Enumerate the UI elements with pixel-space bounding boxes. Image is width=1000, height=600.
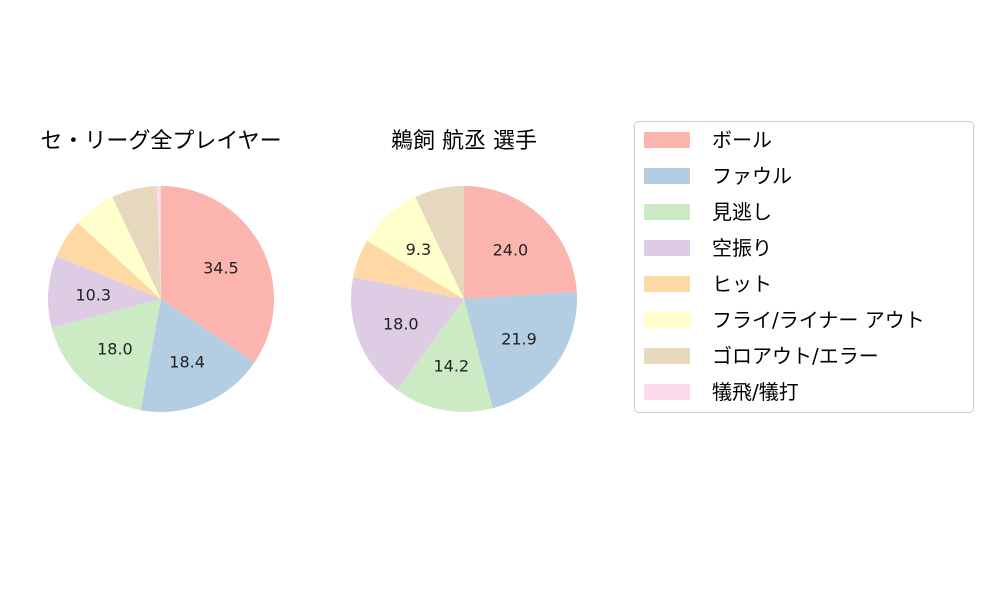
pie-label-league-2: 18.0 <box>97 340 133 359</box>
pie-slice-league-5 <box>77 197 161 299</box>
pie-label-player-3: 18.0 <box>383 315 419 334</box>
pie-slice-league-6 <box>112 186 161 299</box>
legend-swatch-7 <box>644 384 690 400</box>
pie-slice-league-4 <box>56 222 161 299</box>
chart-title-league: セ・リーグ全プレイヤー <box>40 129 281 154</box>
pie-label-league-1: 18.4 <box>169 353 205 372</box>
legend-swatch-0 <box>644 132 690 148</box>
pie-slice-league-3 <box>48 256 161 328</box>
legend-swatch-3 <box>644 240 690 256</box>
legend-label-3: 空振り <box>712 236 772 260</box>
chart-title-player: 鵜飼 航丞 選手 <box>391 129 537 154</box>
pie-label-league-3: 10.3 <box>75 286 111 305</box>
pie-label-player-0: 24.0 <box>493 241 529 260</box>
legend-label-0: ボール <box>712 128 772 152</box>
legend-frame <box>634 121 974 413</box>
pie-player: 24.0 21.9 14.2 18.0 9.3 <box>351 186 578 412</box>
legend-swatch-1 <box>644 168 690 184</box>
legend-swatch-5 <box>644 312 690 328</box>
pie-slice-player-0 <box>464 186 577 299</box>
pie-slice-league-7 <box>156 186 161 299</box>
pie-slice-player-6 <box>415 186 464 299</box>
legend-label-6: ゴロアウト/エラー <box>712 344 879 368</box>
pie-label-player-5: 9.3 <box>406 240 431 259</box>
pie-slice-player-1 <box>464 291 578 409</box>
pie-slice-player-2 <box>397 299 493 412</box>
pie-slice-player-3 <box>351 277 464 390</box>
legend-label-5: フライ/ライナー アウト <box>712 308 925 332</box>
pie-slice-league-1 <box>140 299 255 413</box>
legend-swatch-6 <box>644 348 690 364</box>
pie-slice-league-2 <box>51 299 162 411</box>
legend-swatch-2 <box>644 204 690 220</box>
pie-label-player-1: 21.9 <box>501 330 537 349</box>
legend-label-1: ファウル <box>712 164 792 188</box>
legend-label-7: 犠飛/犠打 <box>712 380 799 404</box>
legend-swatch-4 <box>644 276 690 292</box>
pie-slice-player-5 <box>367 197 464 299</box>
legend-label-2: 見逃し <box>712 200 772 224</box>
pie-label-player-2: 14.2 <box>433 357 469 376</box>
pie-league: 34.5 18.4 18.0 10.3 <box>48 186 275 413</box>
pie-slice-player-4 <box>353 240 464 299</box>
pie-slice-league-0 <box>161 186 275 363</box>
pie-label-league-0: 34.5 <box>203 258 239 277</box>
legend-label-4: ヒット <box>712 272 772 296</box>
